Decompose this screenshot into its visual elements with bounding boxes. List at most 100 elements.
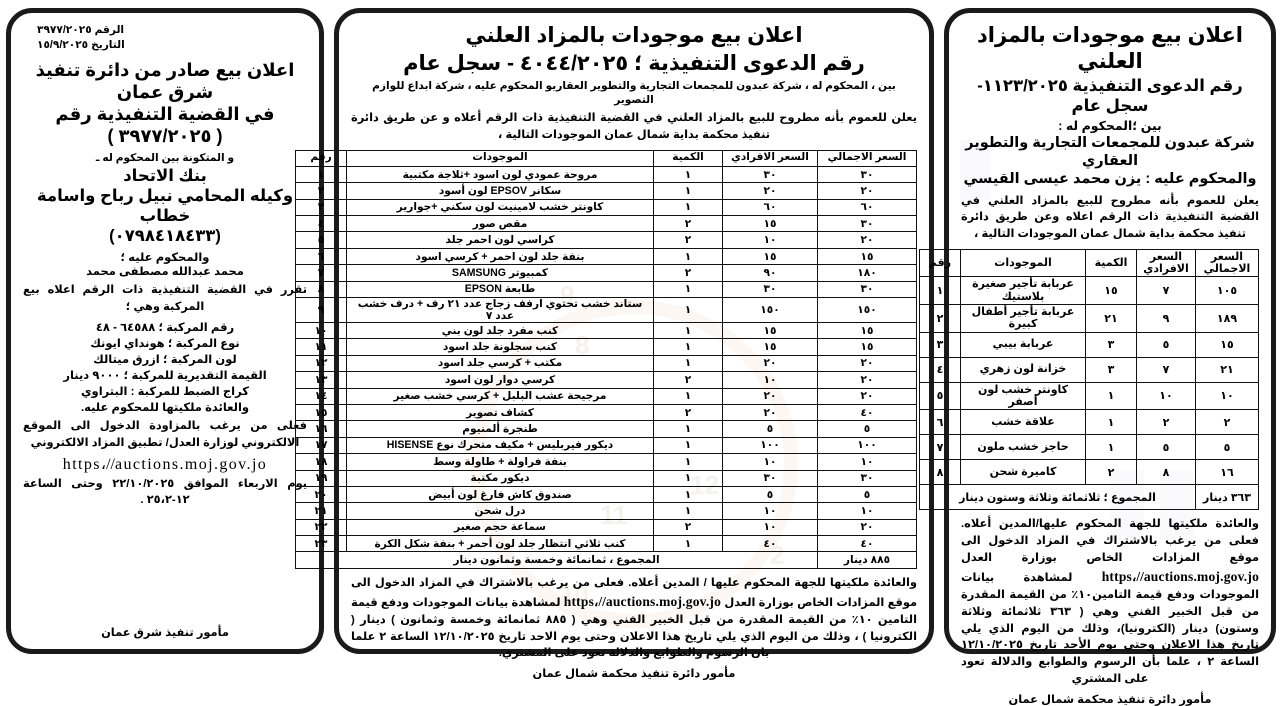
cell-unit-price: ٣٠	[722, 280, 818, 299]
cell-total-price: ٤٠	[817, 403, 917, 422]
cell-number: ٦	[295, 247, 347, 266]
col-unit-price: السعر الافرادي	[722, 149, 818, 167]
col-number: رقم	[295, 149, 347, 167]
cell-number: ٧	[295, 264, 347, 282]
cell-item-name: كرسي دوار لون اسود	[346, 371, 654, 389]
notice-title: اعلان بيع موجودات بالمزاد العلني	[465, 24, 803, 47]
reference-number: الرقم ٣٩٧٧/٢٠٢٥	[37, 24, 125, 36]
vehicle-type: نوع المركبة ؛ هونداي ايونك	[90, 337, 240, 350]
cell-unit-price: ١٠٠	[722, 436, 818, 455]
cell-unit-price: ٥	[1136, 434, 1196, 461]
notice-card-vehicle: الرقم ٣٩٧٧/٢٠٢٥ التاريخ ١٥/٩/٢٠٢٥ اعلان …	[6, 8, 324, 654]
cell-item-name: بنفة فراولة + طاولة وسط	[346, 453, 654, 471]
cell-unit-price: ١٥	[722, 322, 818, 340]
cell-total-price: ١٠٥	[1195, 276, 1259, 305]
between-label: بين ؛المحكوم له :	[1058, 119, 1162, 134]
cell-quantity: ١	[653, 338, 723, 356]
table-row: ٤٠ ٢٠ ٢ كشاف تصوير ١٥	[295, 403, 917, 422]
cell-item-name: كاونتر خشب لامينيت لون سكني +جوارير	[346, 198, 654, 217]
table-row: ٢٠ ١٠ ٢ سماعة حجم صغير ٢٢	[295, 518, 917, 537]
debtor-name: محمد عبدالله مصطفى محمد	[86, 266, 244, 279]
creditor-agent: وكيله المحامي نبيل رباح واسامة خطاب	[36, 186, 294, 225]
footer-paragraph: والعائدة ملكيتها للجهة المحكوم عليها / ا…	[351, 575, 917, 662]
col-number: رقم	[919, 249, 961, 278]
cell-unit-price: ١٥	[722, 338, 818, 356]
cell-unit-price: ١٠	[722, 371, 818, 389]
notices-page: الرقم ٣٩٧٧/٢٠٢٥ التاريخ ١٥/٩/٢٠٢٥ اعلان …	[6, 8, 1276, 706]
footer-text-part2: لمشاهدة بيانات الموجودات ودفع قيمة التام…	[351, 596, 917, 660]
cell-total-price: ٣٠	[817, 165, 917, 184]
cell-unit-price: ٧	[1136, 276, 1196, 305]
cell-quantity: ٣	[1085, 331, 1137, 358]
cell-number: ٥	[919, 381, 961, 411]
notice-title: اعلان بيع موجودات بالمزاد العلني	[976, 24, 1244, 73]
signature-line: مأمور دائرة تنفيذ محكمة شمال عمان	[532, 668, 736, 681]
cell-unit-price: ١٠	[722, 502, 818, 520]
cell-total-price: ١٠	[1195, 381, 1259, 411]
cell-item-name: كراسي لون احمر جلد	[346, 231, 654, 249]
cell-total-price: ١٨٩	[1195, 303, 1259, 333]
decision-text: تقرر في القضية التنفيذية ذات الرقم اعلاه…	[23, 284, 307, 313]
table-row: ٢٠ ٢٠ ١ سكانر EPSOV لون أسود ٢	[295, 182, 917, 200]
cell-unit-price: ٢	[1136, 409, 1196, 436]
bidding-instructions: فعلى من يرغب بالمزاودة الدخول الى الموقع…	[23, 419, 307, 449]
total-label: المجموع ؛ ثلاثمائة وثلاثة وستون دينار	[919, 484, 1196, 511]
cell-quantity: ١	[653, 182, 723, 200]
goods-table: السعر الاجمالي السعر الافرادي الكمية الم…	[919, 249, 1259, 511]
cell-item-name: عربابة تأجير صغيرة بلاستيك	[960, 276, 1086, 305]
col-item: الموجودات	[960, 249, 1086, 278]
table-row: ١٦ ٨ ٢ كاميرة شحن ٨	[919, 459, 1259, 486]
notice-title-line2: شرق عمان	[116, 81, 214, 102]
cell-number: ٨	[919, 459, 961, 486]
cell-unit-price: ١٥	[722, 215, 818, 233]
cell-quantity: ١	[653, 469, 723, 487]
auctions-url-link[interactable]: https،//auctions.moj.gov.jo	[1101, 568, 1260, 584]
table-row: ٣٠ ٣٠ ١ ديكور مكتبة ١٩	[295, 469, 917, 487]
cell-unit-price: ٨	[1136, 459, 1196, 486]
table-row: ١٠٠ ١٠٠ ١ ديكور فيربليس + مكيف متحرك نوع HI…	[295, 436, 917, 455]
debtor-label: والمحكوم عليه ؛	[120, 252, 210, 265]
auctions-url-link[interactable]: https،//auctions.moj.gov.jo	[62, 455, 268, 473]
cell-item-name: كنب ثلاثي انتظار جلد لون أحمر + بنفة شكل…	[346, 535, 654, 553]
cell-quantity: ١	[653, 453, 723, 471]
cell-total-price: ١٥٠	[817, 297, 917, 324]
signature-line: مأمور دائرة تنفيذ محكمة شمال عمان	[1008, 694, 1212, 706]
cell-total-price: ٣٠	[817, 469, 917, 487]
cell-item-name: كمبيوتر SAMSUNG	[346, 264, 654, 282]
table-row: ١٨٩ ٩ ٢١ عربابة تأجير أطفال كبيرة ٢	[919, 303, 1259, 333]
table-row: ٦٠ ٦٠ ١ كاونتر خشب لامينيت لون سكني +جوارير…	[295, 198, 917, 217]
total-value: ٨٨٥ دينار	[817, 551, 917, 569]
agent-phone: (٠٧٩٨٤١٨٤٣٣)	[109, 226, 221, 245]
col-total-price: السعر الاجمالي	[817, 149, 917, 167]
cell-number: ١	[919, 276, 961, 305]
cell-total-price: ١٠	[817, 453, 917, 471]
announcement-text: يعلن للعموم بأنه مطروح للبيع بالمزاد الع…	[351, 111, 917, 141]
vehicle-estimated-value: القيمة التقديرية للمركبة ؛ ٩٠٠٠ دينار	[63, 369, 267, 382]
cell-quantity: ١	[653, 280, 723, 299]
table-header-row: السعر الاجمالي السعر الافرادي الكمية الم…	[295, 149, 917, 167]
col-quantity: الكمية	[1085, 249, 1137, 278]
footer-text-part2: لمشاهدة بيانات الموجودات ودفع قيمة التام…	[961, 571, 1259, 686]
cell-number: ٣	[295, 198, 347, 217]
cell-quantity: ٢	[653, 518, 723, 537]
cell-total-price: ٢٠	[817, 354, 917, 373]
cell-item-name: مكتب + كرسي جلد اسود	[346, 354, 654, 373]
table-row: ١٥٠ ١٥٠ ١ ستاند خشب تحتوي ارفف زجاج عدد ٢١ …	[295, 297, 917, 324]
cell-quantity: ١	[653, 502, 723, 520]
cell-total-price: ٢٠	[817, 182, 917, 200]
table-row: ٢٠ ٢٠ ١ مرجيحة عشب البلبل + كرسي خشب صغير ١٤	[295, 387, 917, 405]
cell-total-price: ٥	[1195, 434, 1259, 461]
cell-unit-price: ٩٠	[722, 264, 818, 282]
cell-number: ٨	[295, 280, 347, 299]
cell-item-name: كاونتر خشب لون أصفر	[960, 381, 1086, 411]
table-total-row: ٨٨٥ دينار المجموع ، ثمانمائة وخمسة وثمان…	[295, 551, 917, 569]
cell-number: ١٧	[295, 436, 347, 455]
table-row: ٢٠ ١٠ ٢ كرسي دوار لون اسود ١٣	[295, 371, 917, 389]
cell-quantity: ٣	[1085, 356, 1137, 383]
auctions-url-link[interactable]: https،//auctions.moj.gov.jo	[563, 593, 722, 609]
table-row: ٢٠ ٢٠ ١ مكتب + كرسي جلد اسود ١٢	[295, 354, 917, 373]
cell-number: ٤	[295, 215, 347, 233]
cell-item-name: عربابة بيبي	[960, 331, 1086, 358]
cell-total-price: ٢٠	[817, 231, 917, 249]
table-row: ١٨٠ ٩٠ ٢ كمبيوتر SAMSUNG ٧	[295, 264, 917, 282]
